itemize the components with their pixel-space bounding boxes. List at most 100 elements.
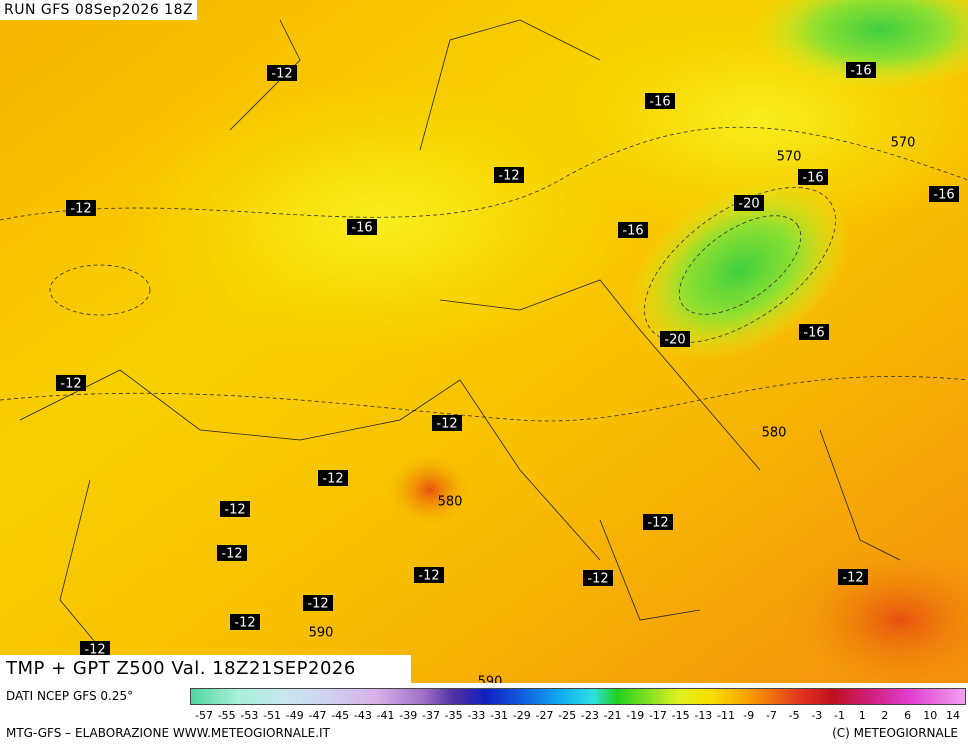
legend-label: -29 xyxy=(513,709,531,722)
field xyxy=(120,80,640,360)
legend-label: -15 xyxy=(672,709,690,722)
cold-core xyxy=(628,178,852,362)
label-box xyxy=(267,65,297,81)
temperature-label: -16 xyxy=(622,224,643,239)
legend-label: -47 xyxy=(309,709,327,722)
legend-label: -33 xyxy=(467,709,485,722)
footer-left: MTG-GFS – ELABORAZIONE WWW.METEOGIORNALE… xyxy=(6,726,330,740)
legend-label: 2 xyxy=(881,709,888,722)
temperature-label: -12 xyxy=(307,597,328,612)
temperature-label: -12 xyxy=(498,169,519,184)
height-label: 570 xyxy=(891,136,916,151)
legend-label: -9 xyxy=(743,709,754,722)
colorbar xyxy=(190,688,966,705)
map-title: TMP + GPT Z500 Val. 18Z21SEP2026 xyxy=(0,655,411,683)
label-box xyxy=(583,570,613,586)
label-box xyxy=(220,501,250,517)
legend-label: -31 xyxy=(490,709,508,722)
legend-label: -5 xyxy=(789,709,800,722)
cold-core xyxy=(750,0,968,90)
legend-label: -27 xyxy=(535,709,553,722)
run-label: RUN GFS 08Sep2026 18Z xyxy=(0,0,198,20)
legend-label: -13 xyxy=(694,709,712,722)
label-box xyxy=(414,567,444,583)
temperature-label: -20 xyxy=(664,333,685,348)
label-box xyxy=(660,331,690,347)
label-box xyxy=(838,569,868,585)
label-box xyxy=(230,614,260,630)
legend-label: -19 xyxy=(626,709,644,722)
warm-core xyxy=(390,455,470,525)
warm-core xyxy=(780,540,968,683)
legend-label: -51 xyxy=(263,709,281,722)
height-label: 580 xyxy=(438,495,463,510)
label-box xyxy=(929,186,959,202)
legend-label: -17 xyxy=(649,709,667,722)
label-box xyxy=(66,200,96,216)
label-box xyxy=(303,595,333,611)
temperature-label: -12 xyxy=(60,377,81,392)
legend-label: -3 xyxy=(811,709,822,722)
legend-label: -25 xyxy=(558,709,576,722)
label-box xyxy=(494,167,524,183)
legend-label: -43 xyxy=(354,709,372,722)
legend-label: -55 xyxy=(218,709,236,722)
legend-label: 1 xyxy=(859,709,866,722)
temperature-label: -16 xyxy=(802,171,823,186)
source: DATI NCEP GFS 0.25° xyxy=(6,689,134,703)
legend-label: 6 xyxy=(904,709,911,722)
height-label: 590 xyxy=(309,626,334,641)
legend-label: -53 xyxy=(240,709,258,722)
legend-label: -7 xyxy=(766,709,777,722)
legend-label: -23 xyxy=(581,709,599,722)
temperature-label: -12 xyxy=(587,572,608,587)
label-box xyxy=(798,169,828,185)
label-box xyxy=(56,375,86,391)
footer-right: (C) METEOGIORNALE xyxy=(832,726,958,740)
label-box xyxy=(347,219,377,235)
temperature-label: -12 xyxy=(70,202,91,217)
label-box xyxy=(799,324,829,340)
legend-label: -11 xyxy=(717,709,735,722)
temperature-label: -12 xyxy=(271,67,292,82)
legend-label: -35 xyxy=(445,709,463,722)
temperature-label: -16 xyxy=(649,95,670,110)
legend-label: -21 xyxy=(604,709,622,722)
height-label: 590 xyxy=(478,675,503,684)
legend-label: -1 xyxy=(834,709,845,722)
temperature-label: -12 xyxy=(418,569,439,584)
label-box xyxy=(645,93,675,109)
temperature-label: -12 xyxy=(322,472,343,487)
label-box xyxy=(80,641,110,657)
label-box xyxy=(618,222,648,238)
legend-label: -37 xyxy=(422,709,440,722)
temperature-label: -12 xyxy=(842,571,863,586)
label-box xyxy=(643,514,673,530)
legend-label: 10 xyxy=(923,709,937,722)
label-box xyxy=(734,195,764,211)
height-label: 580 xyxy=(762,426,787,441)
temperature-label: -20 xyxy=(738,197,759,212)
temperature-label: -16 xyxy=(850,64,871,79)
contours xyxy=(0,126,968,422)
temperature-label: -16 xyxy=(803,326,824,341)
legend-label: -39 xyxy=(399,709,417,722)
label-box xyxy=(318,470,348,486)
label-box xyxy=(432,415,462,431)
temperature-label: -12 xyxy=(647,516,668,531)
temperature-label: -12 xyxy=(224,503,245,518)
legend-label: -45 xyxy=(331,709,349,722)
temperature-label: -16 xyxy=(351,221,372,236)
legend-label: -49 xyxy=(286,709,304,722)
temperature-label: -12 xyxy=(84,643,105,658)
legend-labels: -57 -55 -53 -51 -49 -47 -45 -43 -41 -39 -37 -35 -33-… xyxy=(195,709,960,722)
label-box xyxy=(217,545,247,561)
legend-label: -57 xyxy=(195,709,213,722)
temperature-label: -12 xyxy=(436,417,457,432)
temperature-label: -16 xyxy=(933,188,954,203)
temperature-label: -12 xyxy=(221,547,242,562)
height-label: 570 xyxy=(777,150,802,165)
coastlines xyxy=(19,19,901,661)
temperature-label: -12 xyxy=(234,616,255,631)
